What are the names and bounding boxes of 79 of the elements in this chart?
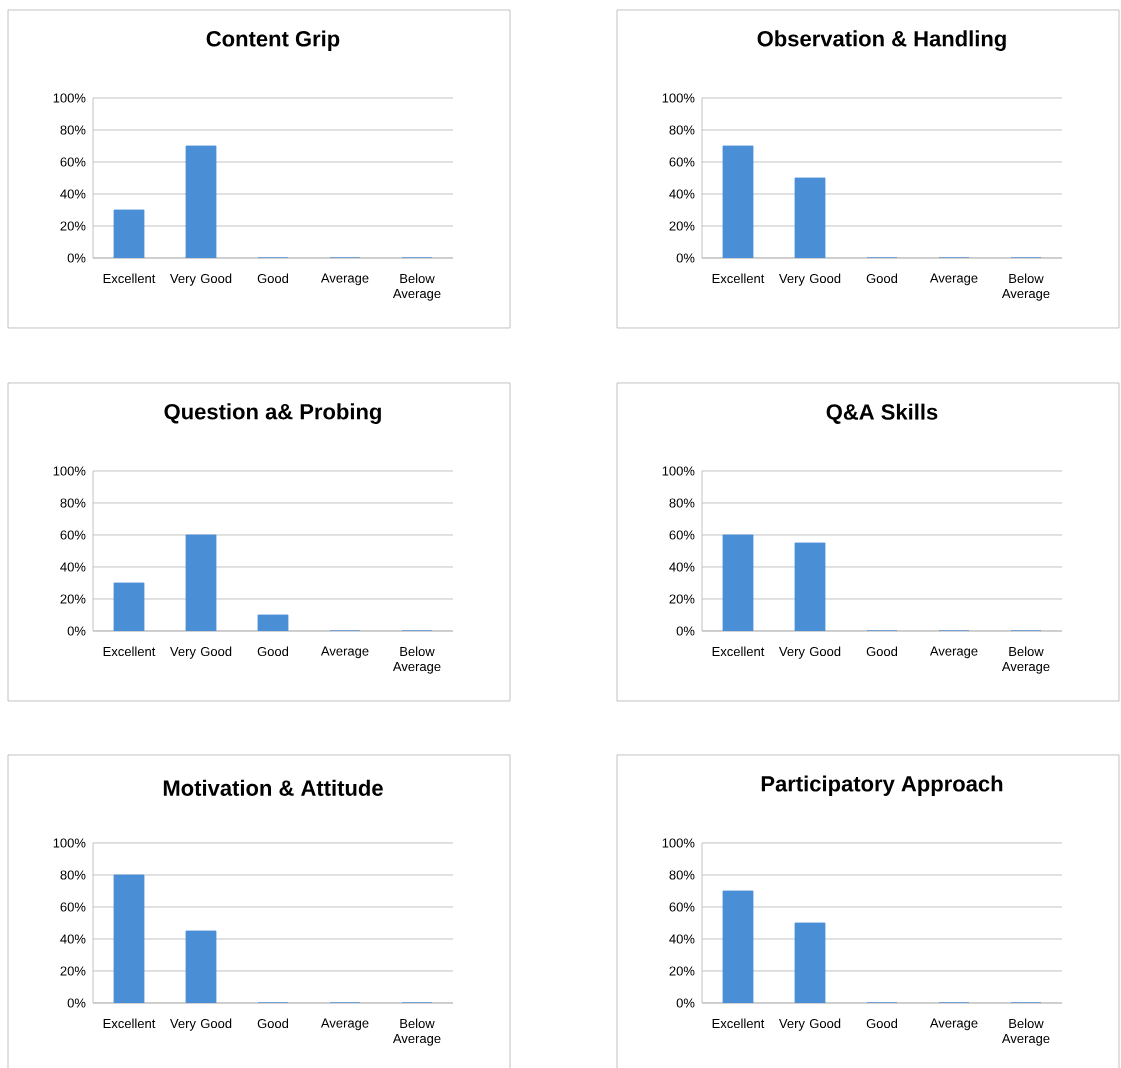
x-tick-label: Excellent	[712, 1018, 765, 1029]
y-tick-label: 0%	[676, 998, 695, 1008]
y-tick-label: 40%	[60, 562, 86, 572]
bar	[185, 145, 217, 258]
y-tick-label: 80%	[669, 498, 695, 508]
y-tick-label: 80%	[60, 498, 86, 508]
x-tick-label: Average	[929, 1018, 978, 1031]
x-tick-label: Below Average	[1001, 1018, 1050, 1046]
x-tick-label: Excellent	[103, 646, 156, 657]
x-tick-label: Good	[866, 646, 898, 657]
y-tick-label: 60%	[60, 530, 86, 540]
y-tick-label: 0%	[676, 626, 695, 636]
x-tick-label: Very Good	[778, 273, 841, 286]
y-tick-label: 60%	[669, 157, 695, 167]
x-tick-label: Good	[866, 273, 898, 284]
bar	[113, 209, 145, 258]
y-tick-label: 80%	[60, 125, 86, 135]
chart-title: Question a& Probing	[164, 403, 381, 424]
y-tick-label: 20%	[669, 594, 695, 604]
x-tick-label: Below Average	[392, 1018, 441, 1046]
x-tick-label: Average	[320, 273, 369, 286]
x-tick-label: Good	[257, 646, 289, 657]
x-tick-label: Average	[929, 273, 978, 286]
y-tick-label: 20%	[60, 966, 86, 976]
bar	[185, 534, 217, 631]
y-tick-label: 0%	[67, 626, 86, 636]
y-tick-label: 80%	[60, 870, 86, 880]
y-tick-label: 80%	[669, 125, 695, 135]
y-tick-label: 60%	[60, 902, 86, 912]
x-tick-label: Very Good	[169, 646, 232, 659]
x-tick-label: Good	[866, 1018, 898, 1029]
y-tick-label: 100%	[662, 93, 695, 103]
y-tick-label: 60%	[669, 902, 695, 912]
x-tick-label: Very Good	[778, 646, 841, 659]
y-tick-label: 40%	[669, 562, 695, 572]
y-tick-label: 100%	[53, 466, 86, 476]
y-tick-label: 40%	[669, 934, 695, 944]
y-tick-label: 40%	[60, 189, 86, 199]
x-tick-label: Very Good	[778, 1018, 841, 1031]
y-tick-label: 60%	[669, 530, 695, 540]
y-tick-label: 100%	[53, 93, 86, 103]
x-tick-label: Average	[320, 1018, 369, 1031]
y-tick-label: 20%	[60, 221, 86, 231]
x-tick-label: Below Average	[392, 646, 441, 674]
y-tick-label: 20%	[60, 594, 86, 604]
x-tick-label: Excellent	[103, 273, 156, 284]
chart-title: Participatory Approach	[761, 775, 1003, 796]
chart-title: Content Grip	[206, 30, 340, 51]
y-tick-label: 0%	[67, 253, 86, 263]
y-tick-label: 0%	[67, 998, 86, 1008]
x-tick-label: Good	[257, 273, 289, 284]
x-tick-label: Excellent	[712, 646, 765, 657]
x-tick-label: Good	[257, 1018, 289, 1029]
y-tick-label: 100%	[662, 466, 695, 476]
y-tick-label: 0%	[676, 253, 695, 263]
x-tick-label: Average	[320, 646, 369, 659]
chart-title: Motivation & Attitude	[163, 779, 383, 796]
y-tick-label: 60%	[60, 157, 86, 167]
y-tick-label: 40%	[669, 189, 695, 199]
y-tick-label: 80%	[669, 870, 695, 880]
bar	[113, 582, 145, 631]
x-tick-label: Very Good	[169, 273, 232, 286]
bar	[113, 874, 145, 1003]
chart-title: Observation & Handling	[757, 30, 1006, 51]
chart-title: Q&A Skills	[826, 403, 938, 424]
bar	[185, 930, 217, 1003]
y-tick-label: 100%	[662, 838, 695, 848]
y-tick-label: 40%	[60, 934, 86, 944]
y-tick-label: 100%	[53, 838, 86, 848]
y-tick-label: 20%	[669, 966, 695, 976]
x-tick-label: Below Average	[392, 273, 441, 301]
bar	[257, 614, 289, 631]
x-tick-label: Excellent	[103, 1018, 156, 1029]
x-tick-label: Average	[929, 646, 978, 659]
x-tick-label: Excellent	[712, 273, 765, 284]
y-tick-label: 20%	[669, 221, 695, 231]
x-tick-label: Below Average	[1001, 646, 1050, 674]
x-tick-label: Very Good	[169, 1018, 232, 1031]
x-tick-label: Below Average	[1001, 273, 1050, 301]
